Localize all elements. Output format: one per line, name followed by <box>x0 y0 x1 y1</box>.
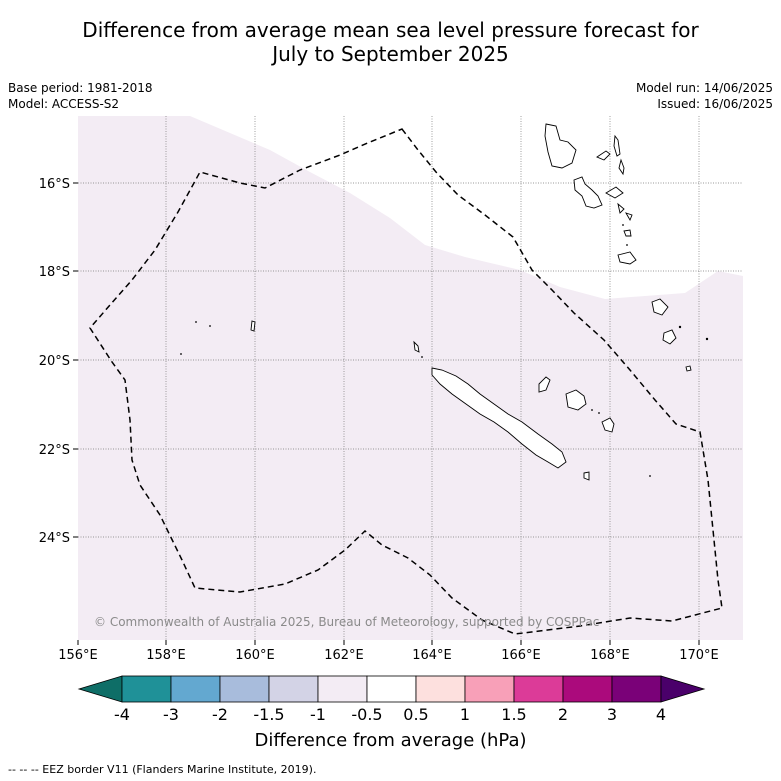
island-walpole <box>583 471 590 481</box>
island-lifou <box>565 389 587 411</box>
colorbar-tick: 1.5 <box>501 705 526 724</box>
lon-label-166e: 166°E <box>501 648 541 663</box>
colorbar-segment <box>268 675 319 703</box>
lon-label-164e: 164°E <box>412 648 452 663</box>
colorbar-max-arrow <box>660 675 706 703</box>
island-malakula <box>573 176 603 209</box>
chart-title: Difference from average mean sea level p… <box>0 18 781 66</box>
colorbar-segment <box>366 675 417 703</box>
colorbar-segment <box>415 675 466 703</box>
lon-label-162e: 162°E <box>324 648 364 663</box>
lon-label-168e: 168°E <box>590 648 630 663</box>
issued-date: Issued: 16/06/2025 <box>657 97 773 111</box>
colorbar-tick: -2 <box>212 705 228 724</box>
title-line-1: Difference from average mean sea level p… <box>82 18 699 42</box>
map-panel: © Commonwealth of Australia 2025, Bureau… <box>39 116 743 663</box>
colorbar-tick-labels: -4 -3 -2 -1.5 -1 -0.5 0.5 1 1.5 2 3 4 <box>114 705 666 724</box>
reef-dot <box>705 337 709 341</box>
reef-dot <box>591 409 593 411</box>
lon-label-156e: 156°E <box>58 648 98 663</box>
colorbar-tick: 2 <box>558 705 568 724</box>
colorbar-tick: -1.5 <box>253 705 284 724</box>
lat-label-16s: 16°S <box>39 177 70 192</box>
reef-dot <box>195 321 197 323</box>
colorbar-segment <box>464 675 515 703</box>
colorbar-tick: 1 <box>460 705 470 724</box>
colorbar-segment <box>170 675 221 703</box>
model-name: Model: ACCESS-S2 <box>8 97 120 111</box>
colorbar-segment <box>121 675 172 703</box>
colorbar-min-arrow <box>77 675 123 703</box>
island-small-east <box>685 365 692 372</box>
loyalty-islands <box>250 298 692 481</box>
island-espiritu-santo <box>544 123 577 169</box>
colorbar-segment <box>513 675 564 703</box>
model-run: Model run: 14/06/2025 <box>635 81 773 95</box>
colorbar-tick: 4 <box>656 705 666 724</box>
gridlines <box>78 116 743 640</box>
lon-label-160e: 160°E <box>235 648 275 663</box>
reef-dot <box>209 325 211 327</box>
colorbar-tick: 0.5 <box>403 705 428 724</box>
colorbar-segment <box>219 675 270 703</box>
colorbar-segments <box>121 675 662 703</box>
lat-label-18s: 18°S <box>39 265 70 280</box>
island-mare <box>601 417 615 433</box>
meta-left: Base period: 1981-2018 Model: ACCESS-S2 <box>8 80 153 112</box>
island-chesterfield <box>250 320 256 332</box>
anomaly-shading <box>78 116 743 640</box>
lat-label-20s: 20°S <box>39 354 70 369</box>
reef-dot <box>649 475 651 477</box>
colorbar-tick: -4 <box>114 705 130 724</box>
vanuatu-islands <box>544 123 637 265</box>
colorbar-segment <box>611 675 662 703</box>
tick-marks <box>73 182 700 645</box>
copyright-notice: © Commonwealth of Australia 2025, Bureau… <box>94 615 599 629</box>
colorbar-tick: -3 <box>163 705 179 724</box>
reef-dot <box>678 325 682 329</box>
reef-dot <box>626 244 628 246</box>
colorbar-segment <box>317 675 368 703</box>
meta-right: Model run: 14/06/2025 Issued: 16/06/2025 <box>636 80 773 112</box>
island-matthew <box>651 298 669 316</box>
longitude-labels: 156°E 158°E 160°E 162°E 164°E 166°E 168°… <box>58 648 719 663</box>
island-new-caledonia <box>431 367 567 469</box>
eez-footnote: -- -- -- EEZ border V11 (Flanders Marine… <box>8 763 317 776</box>
island-pentecost <box>618 158 625 176</box>
colorbar-title: Difference from average (hPa) <box>254 730 527 751</box>
island-hunter <box>662 329 677 345</box>
colorbar-tick: 3 <box>607 705 617 724</box>
reef-dot <box>421 356 423 358</box>
colorbar-tick: -0.5 <box>351 705 382 724</box>
island-maewo <box>613 134 621 157</box>
colorbar-segment <box>562 675 613 703</box>
island-ambrym <box>605 186 624 199</box>
title-line-2: July to September 2025 <box>272 42 509 66</box>
island-erromango <box>623 229 632 237</box>
colorbar: -4 -3 -2 -1.5 -1 -0.5 0.5 1 1.5 2 3 4 <box>77 675 706 724</box>
reef-dots <box>180 224 709 477</box>
reef-dot <box>180 353 182 355</box>
reef-dot <box>622 224 624 226</box>
lat-label-24s: 24°S <box>39 531 70 546</box>
lon-label-170e: 170°E <box>679 648 719 663</box>
lon-label-158e: 158°E <box>146 648 186 663</box>
island-tanna <box>617 251 637 265</box>
island-efate <box>625 212 633 222</box>
base-period: Base period: 1981-2018 <box>8 81 153 95</box>
island-ambae <box>596 150 611 161</box>
reef-dot <box>598 412 600 414</box>
island-belep <box>413 340 420 353</box>
latitude-labels: 16°S 18°S 20°S 22°S 24°S <box>39 177 70 546</box>
lat-label-22s: 22°S <box>39 443 70 458</box>
eez-border <box>89 128 723 635</box>
island-ouvea <box>538 376 551 393</box>
island-epi <box>617 202 625 214</box>
colorbar-tick: -1 <box>310 705 326 724</box>
